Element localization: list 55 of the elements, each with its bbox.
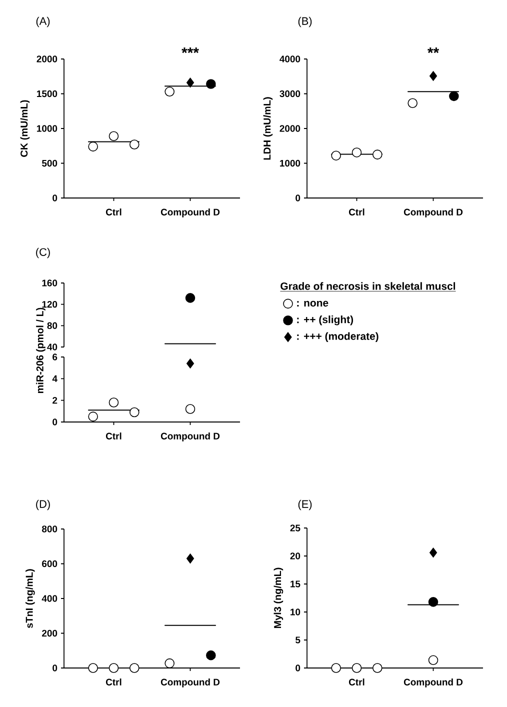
y-tick-label: 5	[296, 636, 300, 644]
legend-title: Grade of necrosis in skeletal muscl	[280, 282, 456, 290]
x-tick-label: Compound D	[404, 208, 463, 218]
y-tick-label: 200	[42, 630, 58, 637]
y-tick-label: 160	[42, 280, 58, 286]
y-tick-label: 600	[42, 560, 58, 568]
y-tick-label: 800	[42, 526, 58, 532]
y-tick-label: 1000	[280, 160, 300, 167]
chart-title: (E)	[298, 500, 312, 510]
text: **	[427, 48, 440, 54]
y-tick-label: 25	[290, 524, 300, 532]
legend-label: : +++ (moderate)	[297, 332, 378, 342]
y-tick-label: 40	[47, 344, 58, 350]
y-tick-label: 2000	[36, 56, 58, 62]
x-tick-label: Compound D	[160, 432, 220, 442]
y-tick-label: 0	[296, 664, 300, 672]
y-tick-label: 2000	[280, 125, 300, 132]
x-tick-label: Ctrl	[106, 678, 122, 686]
y-tick-label: 2	[52, 397, 58, 404]
chart-title: (B)	[298, 16, 312, 28]
x-tick-label: Ctrl	[348, 208, 364, 216]
y-tick-label: 120	[42, 300, 58, 308]
x-tick-label: Ctrl	[106, 432, 122, 440]
legend-label: : none	[297, 300, 328, 307]
y-tick-label: 6	[52, 354, 58, 360]
y-tick-label: 3000	[280, 90, 300, 98]
y-tick-label: 0	[52, 418, 58, 426]
x-tick-label: Compound D	[404, 678, 463, 688]
chart-title: (D)	[36, 500, 50, 510]
chart-title: (C)	[36, 248, 50, 258]
text: : ++ (slight)	[297, 316, 354, 326]
y-axis-title: miR-206 (pmol / L)	[36, 308, 46, 394]
y-tick-label: 10	[290, 608, 300, 616]
chart-title: (A)	[36, 16, 50, 28]
y-tick-label: 1000	[37, 125, 58, 132]
y-tick-label: 15	[290, 580, 300, 588]
y-tick-label: 0	[296, 194, 300, 202]
y-axis-title: CK (mU/mL)	[20, 100, 30, 157]
y-tick-label: 400	[42, 595, 58, 602]
x-tick-label: Compound D	[160, 678, 220, 688]
y-tick-label: 0	[52, 664, 58, 672]
x-tick-label: Ctrl	[348, 678, 364, 686]
y-tick-label: 4	[52, 375, 58, 382]
x-tick-label: Ctrl	[106, 208, 122, 216]
y-tick-label: 20	[290, 552, 300, 560]
y-tick-label: 500	[42, 160, 58, 167]
y-tick-label: 80	[47, 322, 58, 330]
y-axis-title: sTnI (ng/mL)	[26, 569, 35, 628]
x-tick-label: Compound D	[160, 208, 220, 218]
y-axis-title: Myl3 (ng/mL)	[274, 568, 284, 628]
y-tick-label: 0	[52, 194, 58, 202]
text: ***	[182, 48, 199, 54]
y-axis-title: LDH (mU/mL)	[263, 97, 273, 160]
y-tick-label: 1500	[37, 90, 58, 98]
y-tick-label: 4000	[280, 56, 300, 62]
